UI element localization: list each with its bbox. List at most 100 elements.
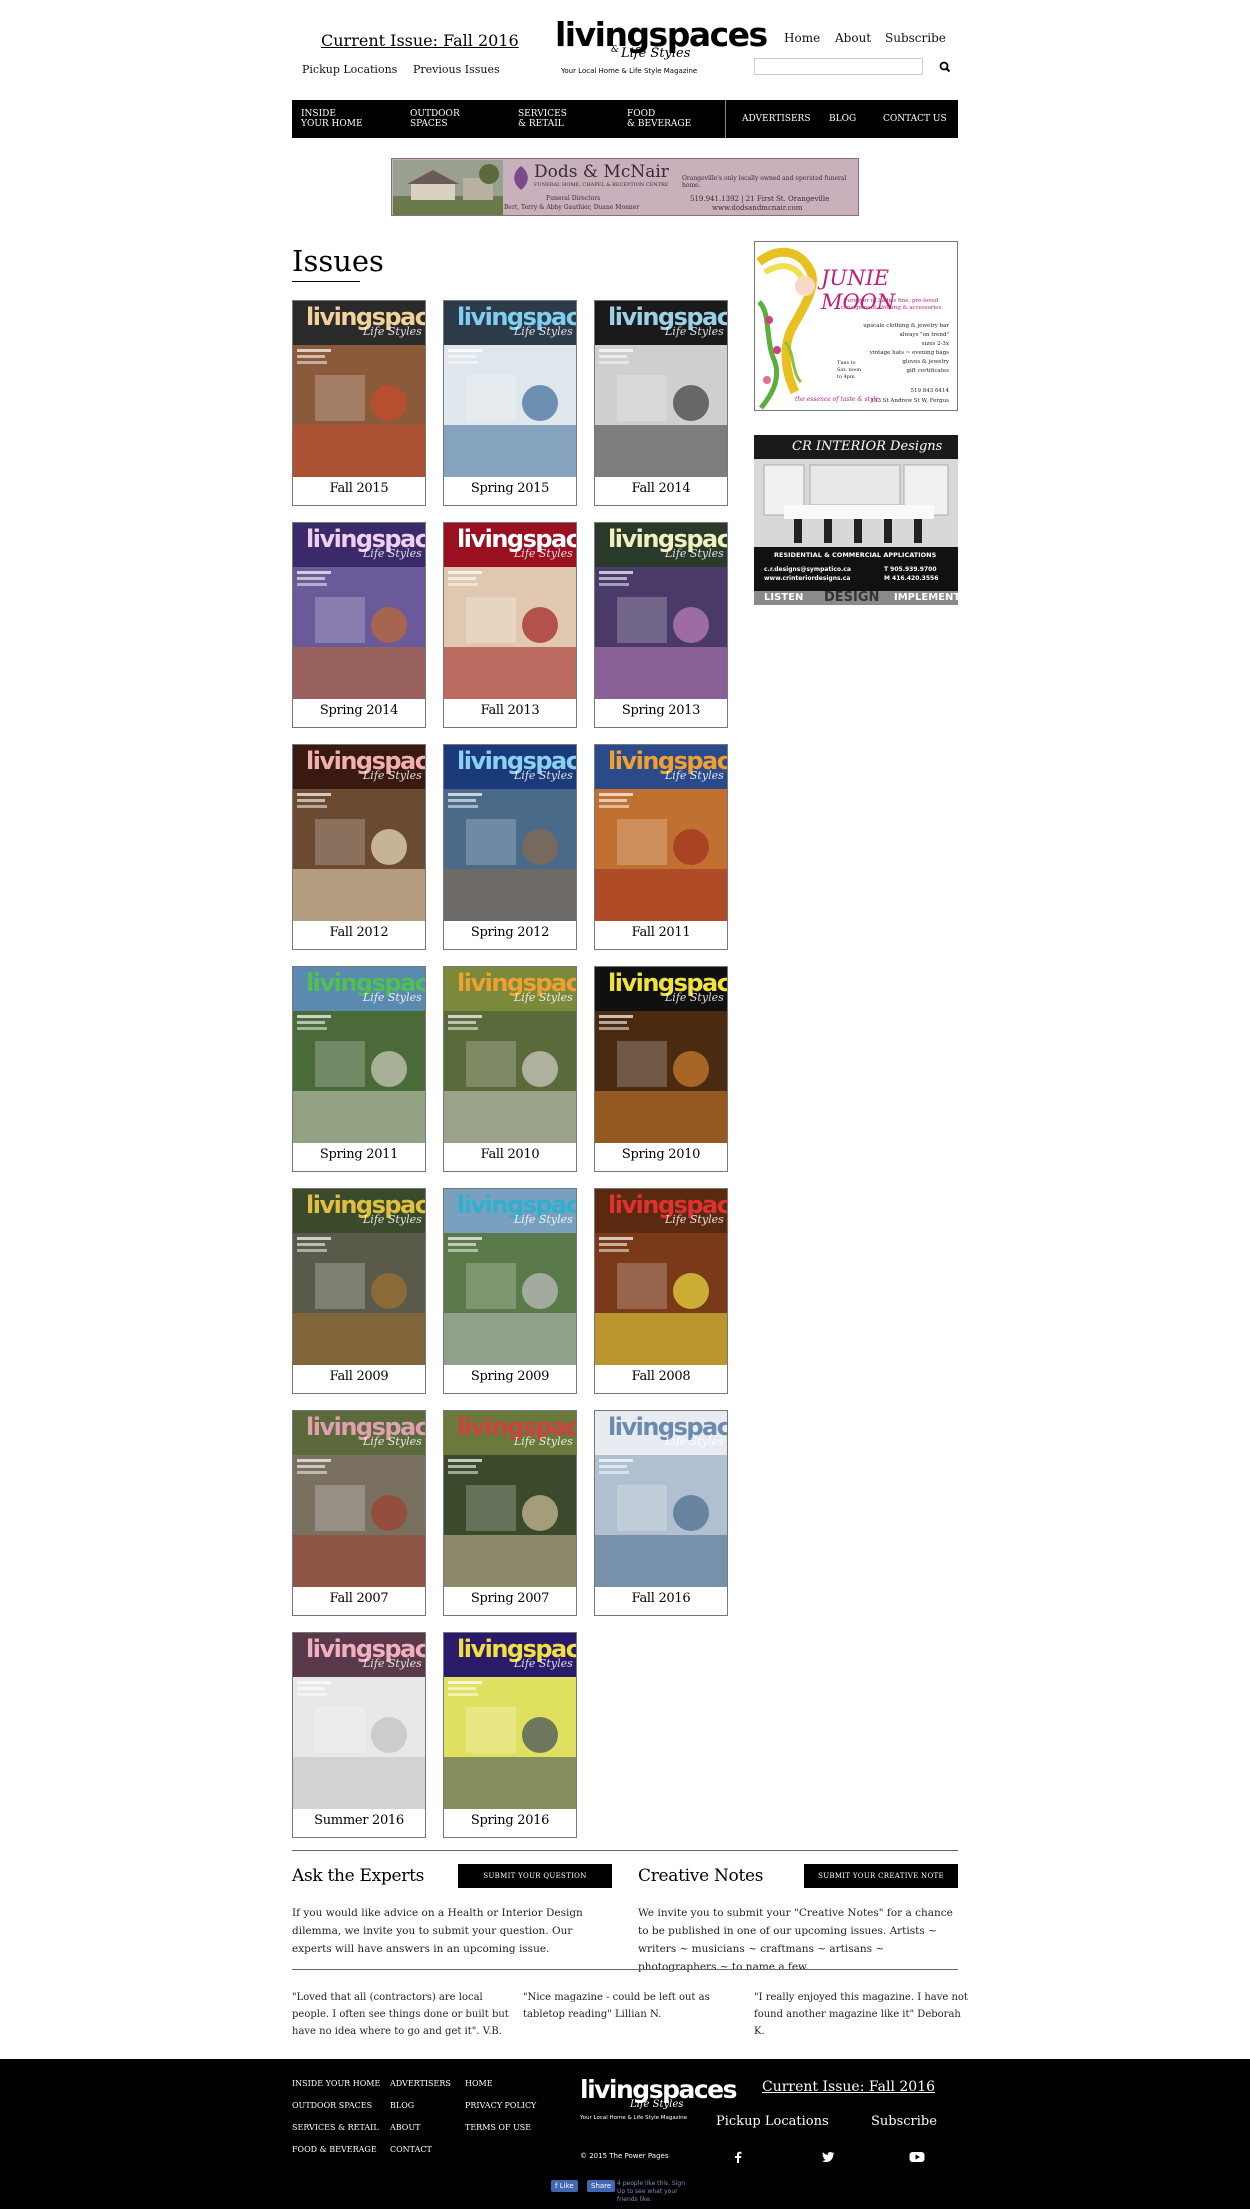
- issue-label[interactable]: Spring 2010: [621, 1147, 701, 1162]
- issue-label[interactable]: Spring 2011: [319, 1147, 399, 1162]
- ad-cr-interior-designs[interactable]: CR INTERIOR Designs RESIDENTIAL & COMMER…: [754, 435, 958, 605]
- footer-pickup-link[interactable]: Pickup Locations: [716, 2114, 829, 2129]
- facebook-share-button[interactable]: Share: [587, 2180, 616, 2192]
- nav-inside-your-home[interactable]: INSIDE YOUR HOME: [301, 109, 363, 129]
- footer-link[interactable]: ADVERTISERS: [390, 2079, 451, 2088]
- footer-logo[interactable]: livingspaces Life Styles Your Local Home…: [580, 2077, 738, 2121]
- pickup-locations-link[interactable]: Pickup Locations: [302, 63, 398, 76]
- issue-label[interactable]: Fall 2010: [480, 1147, 540, 1162]
- top-link-about[interactable]: About: [835, 31, 872, 45]
- issue-label[interactable]: Spring 2014: [319, 703, 399, 718]
- footer-link[interactable]: SERVICES & RETAIL: [292, 2123, 379, 2132]
- footer-link[interactable]: BLOG: [390, 2101, 415, 2110]
- footer-link[interactable]: PRIVACY POLICY: [465, 2101, 537, 2110]
- previous-issues-link[interactable]: Previous Issues: [413, 63, 500, 76]
- issue-label[interactable]: Spring 2013: [621, 703, 701, 718]
- issue-label[interactable]: Fall 2008: [631, 1369, 691, 1384]
- footer-subscribe-link[interactable]: Subscribe: [871, 2114, 937, 2129]
- issue-label[interactable]: Spring 2015: [470, 481, 550, 496]
- banner-ad-dods-mcnair[interactable]: Dods & McNair FUNERAL HOME, CHAPEL & REC…: [391, 158, 859, 216]
- footer-link[interactable]: FOOD & BEVERAGE: [292, 2145, 377, 2154]
- issue-label[interactable]: Fall 2015: [329, 481, 389, 496]
- nav-contact-us[interactable]: CONTACT US: [883, 114, 947, 124]
- search-icon[interactable]: [938, 59, 952, 73]
- issue-label[interactable]: Fall 2016: [631, 1591, 691, 1606]
- site-logo[interactable]: livingspaces Life Styles & Your Local Ho…: [555, 18, 768, 75]
- current-issue-link[interactable]: Current Issue: Fall 2016: [321, 31, 519, 50]
- footer-link[interactable]: TERMS OF USE: [465, 2123, 532, 2132]
- ad-junie-moon[interactable]: JUNIE MOON Purveyor of Ladies fine, pre-…: [754, 241, 958, 411]
- submit-question-button[interactable]: SUBMIT YOUR QUESTION: [458, 1864, 612, 1888]
- facebook-like-button[interactable]: f Like: [551, 2180, 578, 2192]
- footer-link[interactable]: OUTDOOR SPACES: [292, 2101, 373, 2110]
- issue-label[interactable]: Fall 2012: [329, 925, 389, 940]
- footer-link[interactable]: ABOUT: [390, 2123, 421, 2132]
- issue-label[interactable]: Summer 2016: [314, 1813, 404, 1828]
- top-link-subscribe[interactable]: Subscribe: [885, 31, 946, 45]
- submit-creative-note-button[interactable]: SUBMIT YOUR CREATIVE NOTE: [804, 1864, 958, 1888]
- nav-outdoor-spaces[interactable]: OUTDOOR SPACES: [410, 109, 460, 129]
- issue-label[interactable]: Spring 2007: [470, 1591, 550, 1606]
- nav-blog[interactable]: BLOG: [829, 114, 857, 124]
- issue-label[interactable]: Fall 2009: [329, 1369, 389, 1384]
- nav-advertisers[interactable]: ADVERTISERS: [742, 114, 811, 124]
- issue-label[interactable]: Fall 2014: [631, 481, 691, 496]
- twitter-icon[interactable]: [821, 2151, 835, 2166]
- nav-food-beverage[interactable]: FOOD & BEVERAGE: [627, 109, 692, 129]
- footer-current-issue-link[interactable]: Current Issue: Fall 2016: [762, 2079, 936, 2095]
- issue-label[interactable]: Spring 2009: [470, 1369, 550, 1384]
- footer-link[interactable]: CONTACT: [390, 2145, 432, 2154]
- issue-label[interactable]: Spring 2016: [470, 1813, 550, 1828]
- top-link-home[interactable]: Home: [784, 31, 821, 45]
- footer-link[interactable]: INSIDE YOUR HOME: [292, 2079, 381, 2088]
- issue-label[interactable]: Fall 2011: [631, 925, 691, 940]
- youtube-icon[interactable]: [909, 2151, 925, 2166]
- issue-label[interactable]: Fall 2013: [480, 703, 540, 718]
- nav-services-retail[interactable]: SERVICES & RETAIL: [518, 109, 567, 129]
- issue-label[interactable]: Fall 2007: [329, 1591, 389, 1606]
- issue-label[interactable]: Spring 2012: [470, 925, 550, 940]
- search-input[interactable]: [754, 58, 923, 75]
- facebook-icon[interactable]: [733, 2151, 743, 2166]
- footer-link[interactable]: HOME: [465, 2079, 493, 2088]
